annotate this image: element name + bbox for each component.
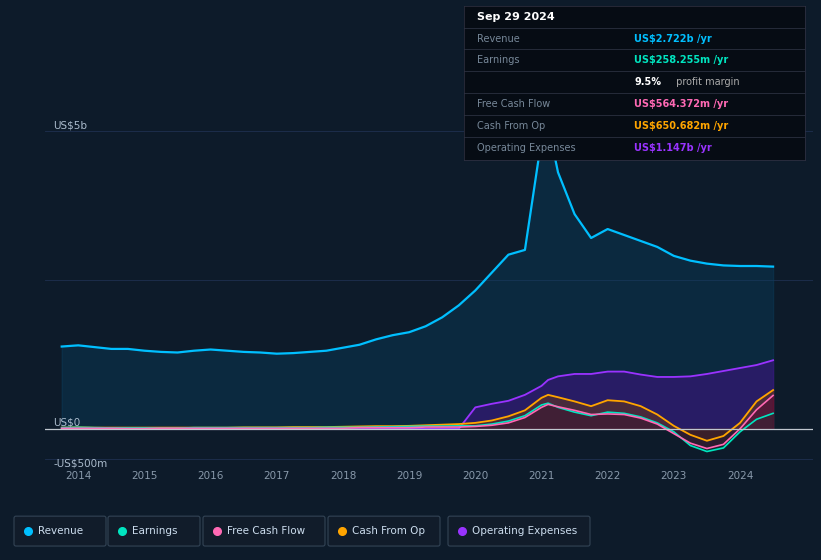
FancyBboxPatch shape: [203, 516, 325, 546]
Text: 2020: 2020: [462, 471, 488, 481]
Text: Earnings: Earnings: [132, 526, 177, 536]
Text: Sep 29 2024: Sep 29 2024: [478, 12, 555, 22]
FancyBboxPatch shape: [108, 516, 200, 546]
Text: 2019: 2019: [396, 471, 422, 481]
Text: 2018: 2018: [330, 471, 356, 481]
Text: 2017: 2017: [264, 471, 290, 481]
Text: 2024: 2024: [727, 471, 753, 481]
Text: US$0: US$0: [53, 418, 80, 428]
FancyBboxPatch shape: [328, 516, 440, 546]
Text: US$258.255m /yr: US$258.255m /yr: [635, 55, 728, 66]
Text: profit margin: profit margin: [673, 77, 740, 87]
Text: Revenue: Revenue: [38, 526, 83, 536]
Text: US$2.722b /yr: US$2.722b /yr: [635, 34, 712, 44]
Text: -US$500m: -US$500m: [53, 459, 108, 469]
Text: Operating Expenses: Operating Expenses: [472, 526, 577, 536]
Text: US$1.147b /yr: US$1.147b /yr: [635, 143, 712, 153]
Text: US$650.682m /yr: US$650.682m /yr: [635, 121, 728, 131]
FancyBboxPatch shape: [448, 516, 590, 546]
Text: Revenue: Revenue: [478, 34, 521, 44]
Text: 2021: 2021: [528, 471, 555, 481]
FancyBboxPatch shape: [14, 516, 106, 546]
Text: Free Cash Flow: Free Cash Flow: [227, 526, 305, 536]
Text: Operating Expenses: Operating Expenses: [478, 143, 576, 153]
Text: 2016: 2016: [197, 471, 224, 481]
Text: 9.5%: 9.5%: [635, 77, 661, 87]
Text: US$564.372m /yr: US$564.372m /yr: [635, 99, 728, 109]
Text: 2023: 2023: [661, 471, 687, 481]
Text: 2022: 2022: [594, 471, 621, 481]
Text: US$5b: US$5b: [53, 120, 87, 130]
Text: 2015: 2015: [131, 471, 158, 481]
Text: Cash From Op: Cash From Op: [352, 526, 425, 536]
Text: Cash From Op: Cash From Op: [478, 121, 546, 131]
Text: Earnings: Earnings: [478, 55, 520, 66]
Text: 2014: 2014: [65, 471, 91, 481]
Text: Free Cash Flow: Free Cash Flow: [478, 99, 551, 109]
